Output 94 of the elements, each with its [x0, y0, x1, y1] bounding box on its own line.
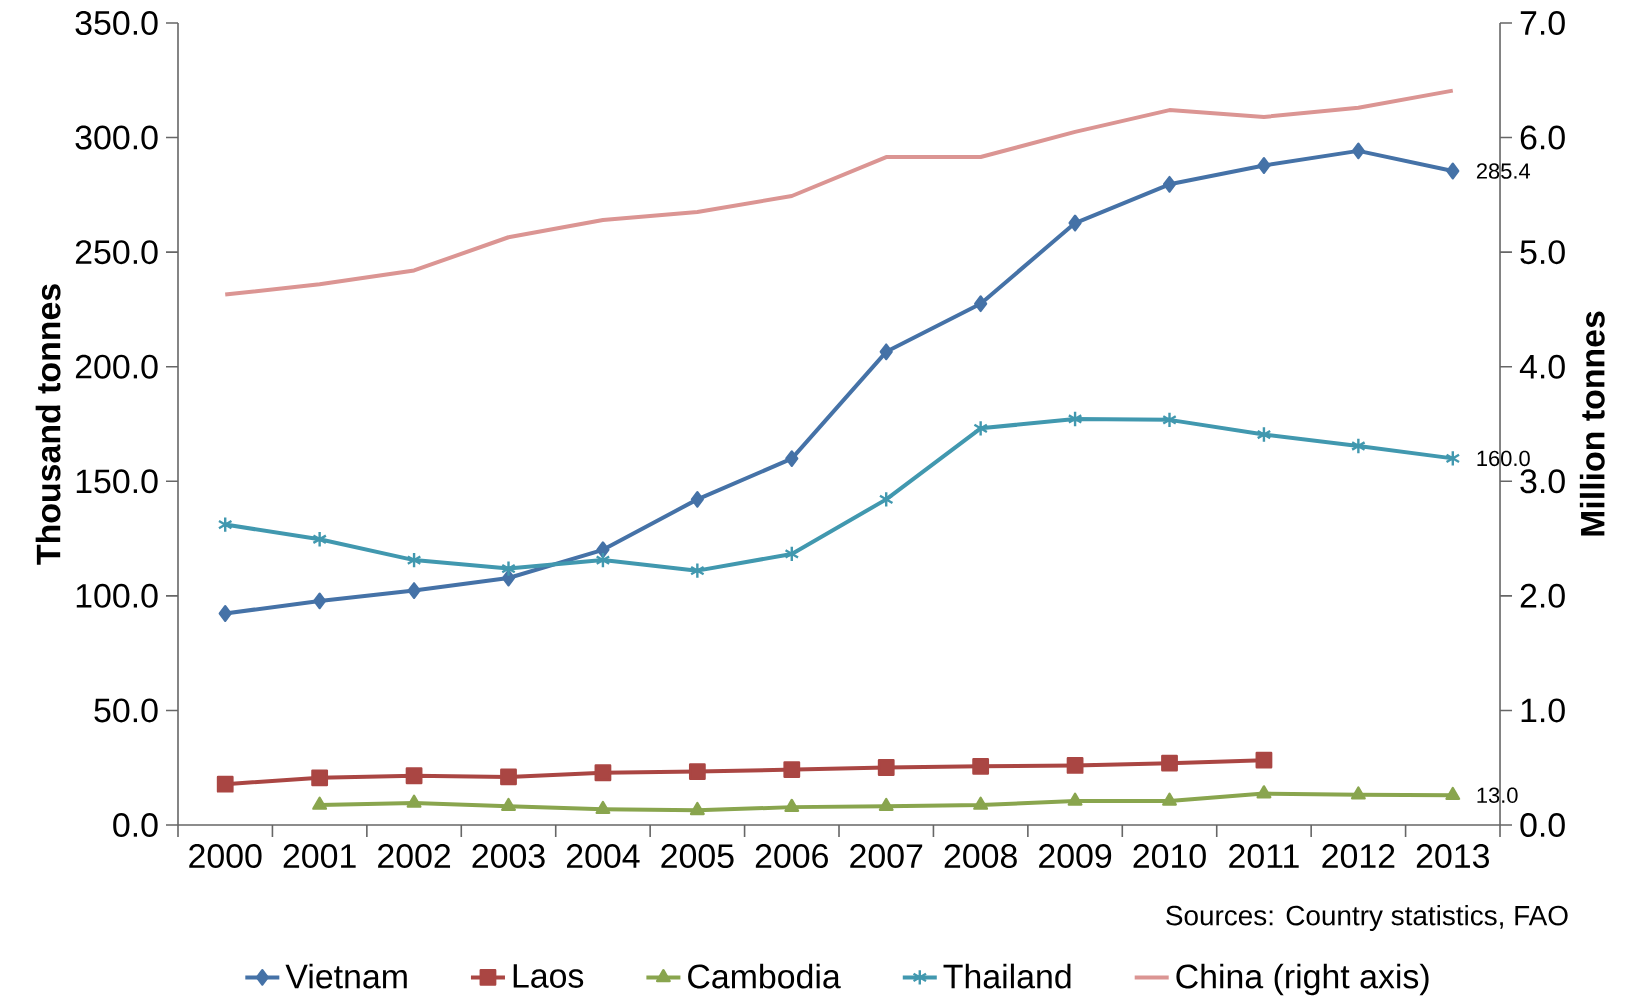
x-tick-label: 2006: [755, 844, 828, 869]
point: [1257, 157, 1271, 174]
point: [594, 764, 612, 782]
point: [1351, 142, 1365, 160]
y2-tick-label: 6.0: [1520, 125, 1565, 150]
y2-axis-title: Million tonnes: [1579, 311, 1605, 536]
point: [407, 582, 421, 599]
point: [878, 797, 894, 812]
x-tick-label: 2013: [1416, 844, 1489, 869]
legend-label: Laos: [513, 964, 584, 988]
point: [1066, 757, 1084, 774]
point: [218, 605, 232, 622]
y2-tick-label: 4.0: [1519, 354, 1565, 379]
point: [313, 592, 327, 610]
point: [1255, 751, 1273, 769]
point: [406, 794, 422, 808]
point: [1256, 426, 1272, 443]
legend-label: Cambodia: [688, 963, 841, 989]
y2-tick-label: 5.0: [1520, 240, 1565, 265]
point: [1068, 214, 1082, 232]
point: [689, 562, 705, 580]
line-series: [223, 88, 1455, 297]
point: [596, 541, 610, 559]
y2-tick-label: 2.0: [1520, 583, 1565, 608]
point: [595, 800, 611, 814]
point: [216, 775, 234, 793]
point: [784, 545, 800, 563]
point: [1162, 792, 1177, 806]
x-tick-label: 2002: [378, 844, 451, 869]
legend-label: China (right axis): [1176, 963, 1429, 996]
point: [783, 761, 801, 778]
point: [1067, 410, 1083, 428]
source-note: Sources: Country statistics, FAO: [1166, 904, 1568, 931]
x-tick-label: 2007: [850, 844, 923, 869]
point: [1445, 449, 1461, 467]
point: [877, 759, 895, 776]
point: [1162, 411, 1177, 429]
point: [878, 490, 894, 508]
y-tick-label: 250.0: [75, 240, 158, 265]
legend-label: Thailand: [943, 963, 1071, 989]
point: [690, 490, 704, 508]
data-label: 160.0: [1477, 450, 1530, 467]
y-tick-label: 0.0: [113, 813, 158, 837]
point: [501, 797, 516, 812]
point: [688, 763, 706, 781]
x-tick-label: 2005: [661, 844, 734, 869]
y2-tick-label: 1.0: [1521, 698, 1565, 723]
point: [974, 295, 988, 313]
point: [406, 551, 422, 569]
point: [312, 530, 328, 548]
point: [689, 801, 705, 816]
y2-tick-label: 3.0: [1520, 469, 1565, 494]
x-tick-label: 2000: [189, 844, 262, 869]
point: [500, 768, 517, 786]
y-tick-label: 300.0: [75, 125, 158, 150]
point: [501, 560, 516, 577]
point: [879, 343, 893, 361]
x-tick-label: 2010: [1133, 844, 1206, 869]
y-axis-title: Thousand tonnes: [35, 284, 61, 565]
point: [785, 450, 799, 467]
y-tick-label: 200.0: [75, 354, 158, 379]
x-tick-label: 2003: [472, 844, 545, 869]
point: [973, 796, 989, 810]
point: [972, 757, 990, 775]
x-tick-label: 2004: [566, 844, 640, 869]
point: [405, 767, 423, 785]
x-tick-label: 2009: [1039, 844, 1112, 869]
point: [217, 516, 233, 533]
legend-label: Vietnam: [285, 963, 407, 989]
point: [1350, 786, 1366, 800]
y2-tick-label: 7.0: [1520, 11, 1565, 36]
point: [1350, 437, 1366, 455]
point: [784, 798, 800, 812]
y-tick-label: 350.0: [75, 11, 158, 35]
point: [973, 419, 989, 437]
point: [1446, 162, 1460, 180]
data-label: 13.0: [1477, 787, 1518, 803]
point: [1067, 792, 1083, 806]
y-tick-label: 50.0: [94, 698, 158, 723]
point: [1162, 175, 1177, 193]
x-tick-label: 2011: [1229, 844, 1299, 869]
y-tick-label: 100.0: [76, 583, 158, 608]
point: [595, 551, 611, 569]
data-label: 285.4: [1476, 163, 1531, 179]
y-tick-label: 150.0: [76, 469, 158, 494]
point: [311, 769, 329, 787]
point: [312, 796, 328, 810]
y2-tick-label: 0.0: [1520, 813, 1565, 837]
point: [1445, 786, 1461, 801]
x-tick-label: 2012: [1322, 844, 1395, 869]
point: [1161, 754, 1178, 772]
x-tick-label: 2001: [283, 844, 356, 869]
point: [1256, 785, 1272, 799]
x-tick-label: 2008: [944, 844, 1017, 869]
